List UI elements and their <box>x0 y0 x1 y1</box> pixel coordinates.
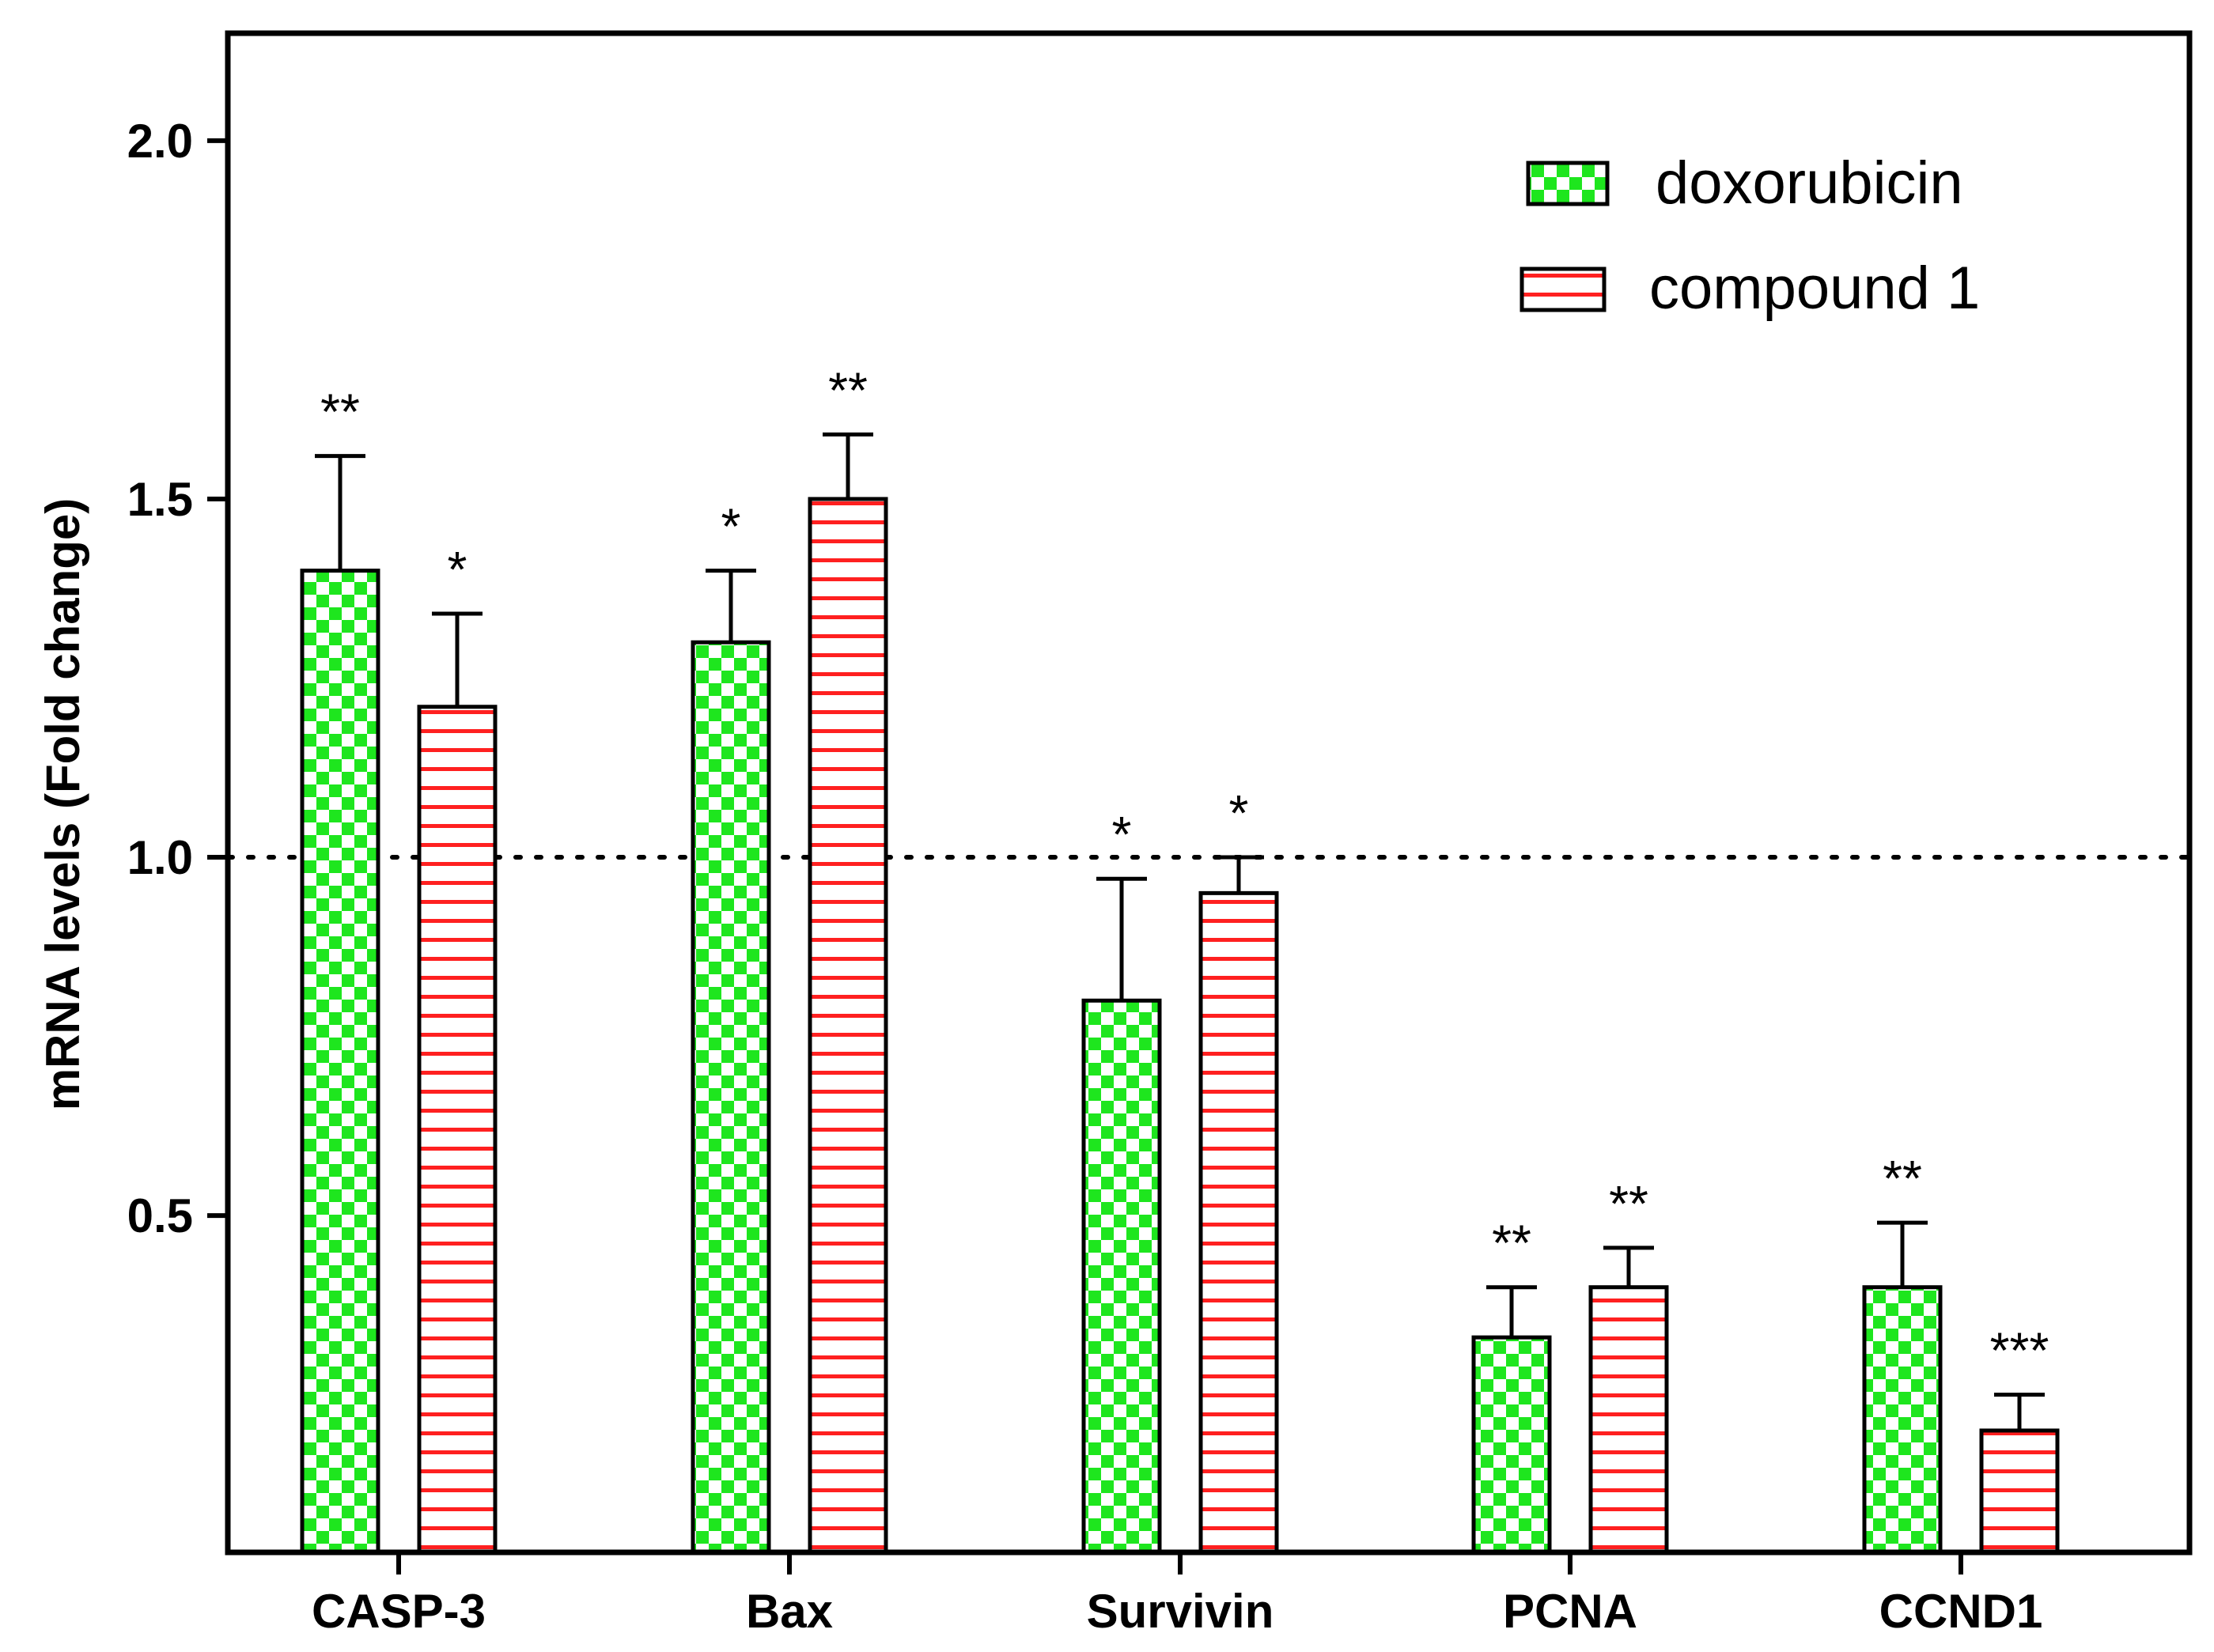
error-bars-layer <box>315 432 2045 1431</box>
error-bar <box>1096 876 1147 1001</box>
significance-label: ** <box>1492 1215 1531 1272</box>
bar-compound-1-bax <box>808 497 888 1555</box>
x-tick-label-survivin: Survivin <box>1087 1585 1274 1638</box>
significance-label: *** <box>1990 1322 2049 1379</box>
legend-item-doxorubicin: doxorubicin <box>1526 149 1963 217</box>
bar-doxorubicin-bax <box>691 640 771 1555</box>
y-tick-label: 1.5 <box>127 473 193 526</box>
x-tick-label-casp-3: CASP-3 <box>312 1585 486 1638</box>
bar-compound-1-survivin <box>1198 890 1279 1555</box>
bar-doxorubicin-casp-3 <box>300 569 380 1555</box>
plot-frame <box>225 30 2193 1556</box>
significance-label: ** <box>828 361 868 418</box>
error-bar <box>432 611 483 707</box>
significance-label: ** <box>1883 1150 1922 1207</box>
error-bar <box>1603 1246 1654 1287</box>
x-tick-label-ccnd1: CCND1 <box>1879 1585 2043 1638</box>
bar-doxorubicin-pcna <box>1471 1335 1552 1555</box>
legend-label: compound 1 <box>1649 255 1980 322</box>
error-bar <box>823 432 873 499</box>
y-axis-title: mRNA levels (Fold change) <box>36 498 89 1111</box>
significance-label: * <box>1112 806 1132 863</box>
x-tick-label-bax: Bax <box>746 1585 833 1638</box>
bar-compound-1-casp-3 <box>417 705 498 1555</box>
legend-swatch <box>1526 161 1610 206</box>
y-axis: 0.5 1.0 1.5 2.0 <box>127 115 228 1242</box>
y-tick-label: 2.0 <box>127 115 193 168</box>
bar-doxorubicin-ccnd1 <box>1862 1285 1943 1555</box>
legend-item-compound-1: compound 1 <box>1520 255 1980 322</box>
legend: doxorubicin compound 1 <box>1520 149 1980 322</box>
significance-label: * <box>721 498 741 555</box>
error-bar <box>1213 855 1264 894</box>
bar-compound-1-pcna <box>1588 1285 1669 1555</box>
x-axis: CASP-3 Bax Survivin PCNA CCND1 <box>312 1552 2042 1638</box>
significance-layer: ******* ***** ***** <box>320 361 2049 1378</box>
significance-label: ** <box>320 384 360 440</box>
error-bar <box>315 454 365 571</box>
y-tick-label: 0.5 <box>127 1189 193 1242</box>
legend-swatch <box>1520 267 1607 312</box>
error-bar <box>1877 1220 1928 1287</box>
error-bar <box>1486 1285 1537 1338</box>
bar-compound-1-ccnd1 <box>1979 1428 2060 1555</box>
error-bar <box>1994 1393 2045 1431</box>
bar-doxorubicin-survivin <box>1081 998 1162 1555</box>
significance-label: * <box>448 541 467 598</box>
significance-label: ** <box>1609 1175 1648 1232</box>
x-tick-label-pcna: PCNA <box>1503 1585 1637 1638</box>
legend-label: doxorubicin <box>1656 149 1963 217</box>
y-tick-label: 1.0 <box>127 831 193 884</box>
bars-layer <box>300 497 2060 1555</box>
error-bar <box>706 569 756 643</box>
significance-label: * <box>1229 784 1249 841</box>
